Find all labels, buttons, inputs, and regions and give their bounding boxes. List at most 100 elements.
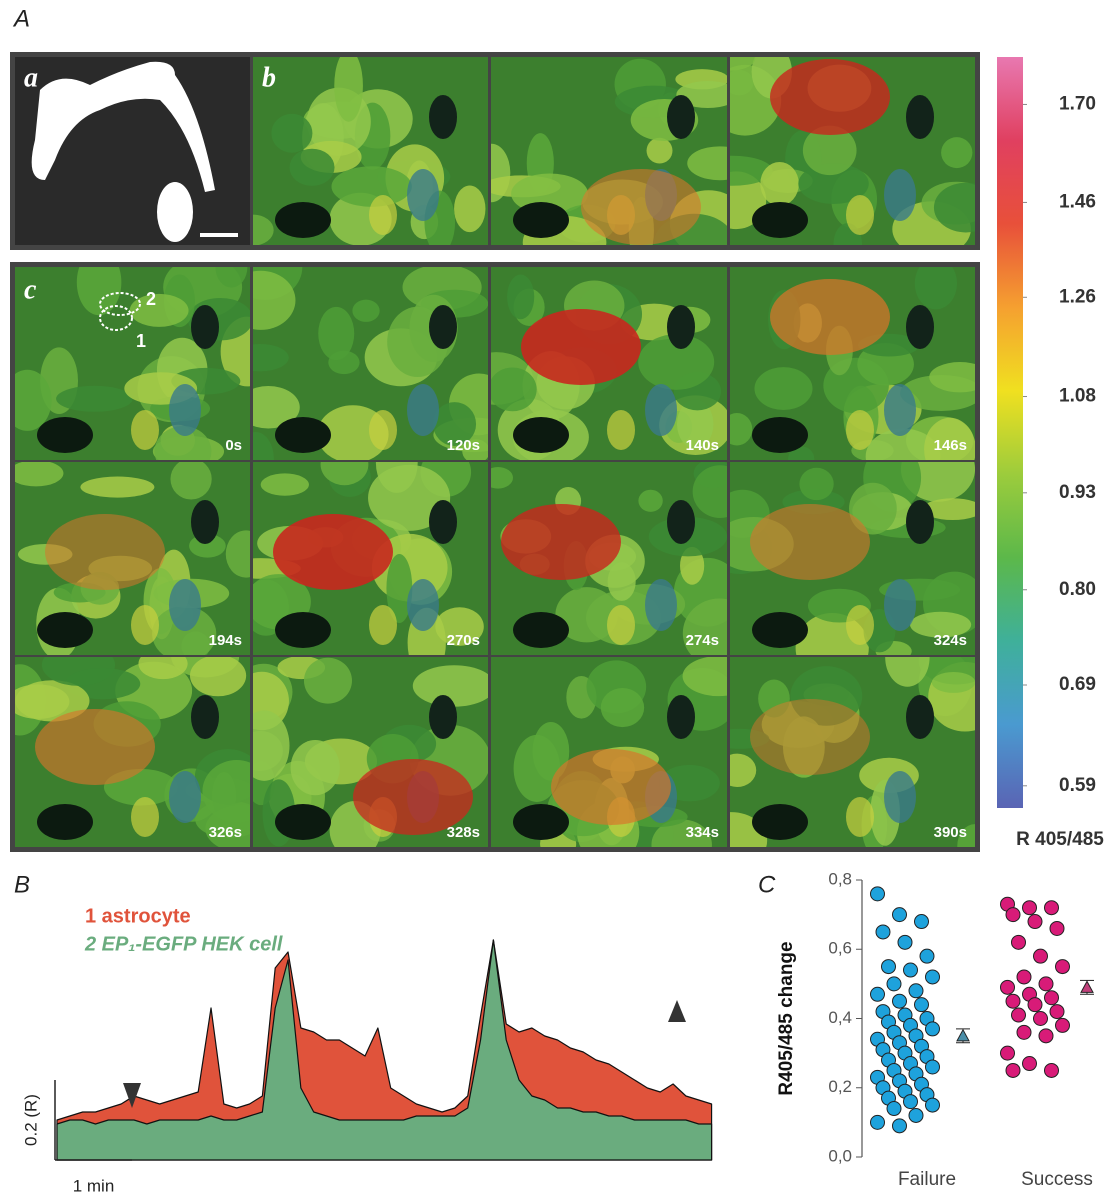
blue-cell: [169, 579, 201, 631]
data-point: [893, 994, 907, 1008]
y-tick-label: 0,6: [828, 939, 852, 958]
active-region: [521, 309, 641, 385]
legend-entry: 1 astrocyte: [85, 905, 191, 927]
cell: [170, 458, 211, 499]
colorbar-tick-label: 1.70: [1059, 93, 1096, 114]
data-point: [887, 977, 901, 991]
data-point: [876, 925, 890, 939]
time-label: 0s: [225, 437, 242, 454]
data-point: [926, 1022, 940, 1036]
active-region: [273, 514, 393, 590]
dark-gap: [513, 804, 569, 840]
dark-gap: [429, 500, 457, 544]
time-label: 328s: [447, 824, 480, 841]
active-region: [750, 504, 870, 580]
dark-gap: [191, 500, 219, 544]
cell: [941, 137, 972, 168]
data-point: [1039, 1029, 1053, 1043]
data-point: [871, 887, 885, 901]
image-label: b: [262, 62, 276, 93]
cell: [754, 367, 812, 410]
data-point: [1012, 1008, 1026, 1022]
cell: [56, 386, 133, 412]
data-point: [904, 963, 918, 977]
colorbar-label: R 405/485: [1016, 829, 1104, 850]
dark-gap: [191, 305, 219, 349]
data-point: [887, 1102, 901, 1116]
yellow-cell: [846, 797, 874, 837]
dark-gap: [275, 202, 331, 238]
active-region: [770, 59, 890, 135]
blue-cell: [884, 579, 916, 631]
cell-mask: [157, 182, 193, 242]
dark-gap: [275, 417, 331, 453]
data-point: [898, 935, 912, 949]
data-point: [909, 984, 923, 998]
data-point: [1034, 1012, 1048, 1026]
active-region: [35, 709, 155, 785]
yellow-cell: [131, 605, 159, 645]
time-label: 120s: [447, 437, 480, 454]
data-point: [1012, 935, 1026, 949]
dark-gap: [667, 95, 695, 139]
cell: [647, 138, 673, 164]
dark-gap: [906, 500, 934, 544]
data-point: [1001, 1046, 1015, 1060]
x-tick-label: Failure: [898, 1169, 956, 1190]
data-point: [871, 987, 885, 1001]
blue-cell: [645, 384, 677, 436]
colorbar-tick-label: 0.69: [1059, 674, 1096, 695]
data-point: [1045, 1063, 1059, 1077]
cell: [454, 185, 485, 232]
dark-gap: [513, 202, 569, 238]
cell: [334, 50, 363, 122]
data-point: [1006, 908, 1020, 922]
data-point: [1001, 980, 1015, 994]
figure: A B C ab0s120s140s146s194s270s274s324s32…: [0, 0, 1108, 1198]
dark-gap: [429, 95, 457, 139]
dark-gap: [752, 612, 808, 648]
cell: [271, 114, 312, 153]
dark-gap: [37, 417, 93, 453]
yellow-cell: [846, 410, 874, 450]
panel-label: B: [14, 871, 30, 898]
y-tick-label: 0,2: [828, 1077, 852, 1096]
time-label: 326s: [209, 824, 242, 841]
dark-gap: [752, 804, 808, 840]
cell: [352, 300, 379, 322]
data-point: [915, 915, 929, 929]
yellow-cell: [846, 605, 874, 645]
cell: [638, 490, 662, 512]
time-label: 274s: [686, 632, 719, 649]
data-point: [1006, 1063, 1020, 1077]
cell: [799, 468, 833, 500]
yellow-cell: [369, 410, 397, 450]
y-tick-label: 0,8: [828, 869, 852, 888]
cell: [130, 294, 189, 327]
data-point: [909, 1108, 923, 1122]
yellow-cell: [607, 410, 635, 450]
image-tile: [0, 637, 276, 852]
cell: [291, 740, 340, 795]
active-region: [750, 699, 870, 775]
time-label: 334s: [686, 824, 719, 841]
yellow-cell: [131, 797, 159, 837]
data-point: [1023, 1057, 1037, 1071]
cell: [331, 166, 411, 207]
scale-label: 0.2 (R): [21, 1094, 40, 1146]
colorbar-tick-label: 1.26: [1059, 286, 1096, 307]
blue-cell: [884, 771, 916, 823]
panel-label: A: [12, 5, 30, 32]
cell: [318, 307, 354, 360]
data-point: [1050, 1005, 1064, 1019]
data-point: [1006, 994, 1020, 1008]
time-label: 390s: [934, 824, 967, 841]
data-point: [904, 1095, 918, 1109]
time-label: 146s: [934, 437, 967, 454]
colorbar-tick-label: 1.46: [1059, 191, 1096, 212]
yellow-cell: [369, 195, 397, 235]
roi-label: 2: [146, 289, 156, 309]
dark-gap: [906, 305, 934, 349]
dark-gap: [906, 695, 934, 739]
legend-entry: 2 EP₁-EGFP HEK cell: [84, 933, 283, 955]
